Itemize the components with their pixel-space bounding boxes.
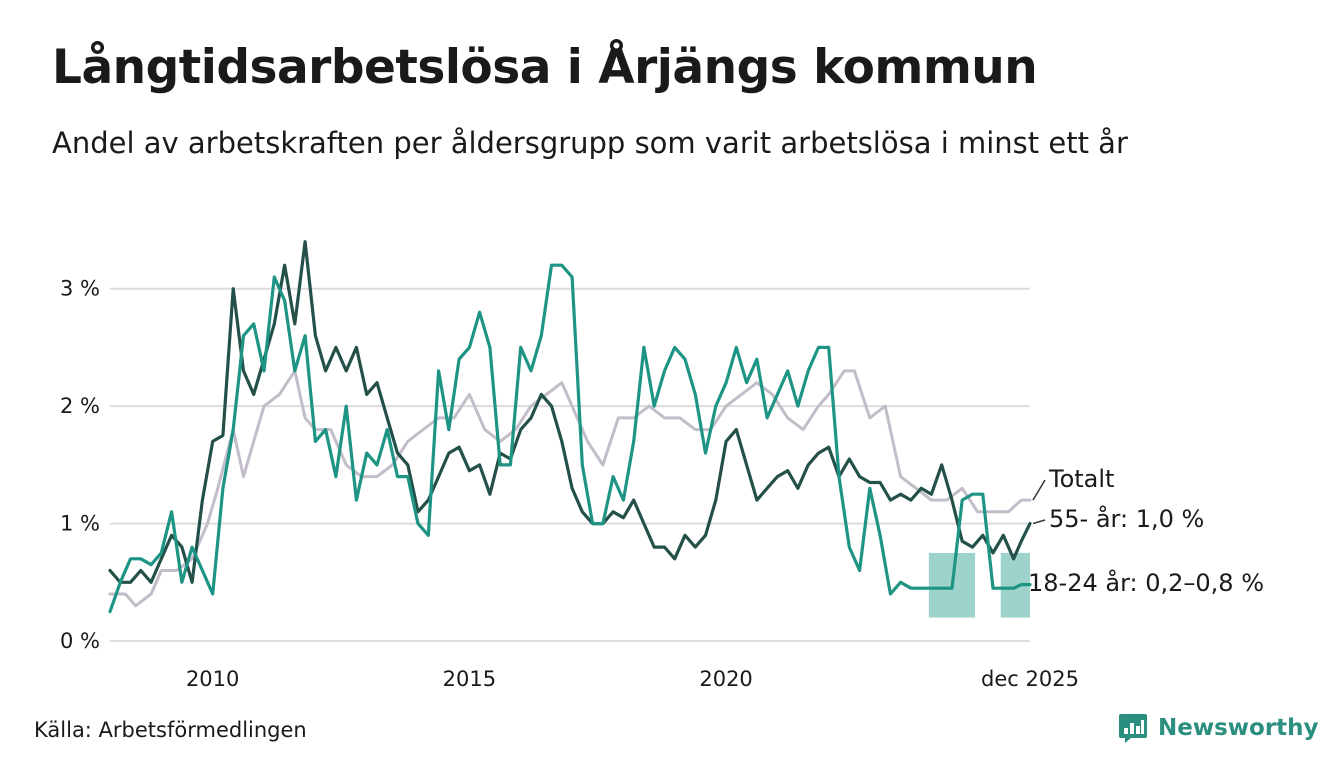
series-labels: Totalt 55- år: 1,0 % 18-24 år: 0,2–0,8 %: [1028, 465, 1264, 597]
y-tick-label: 1 %: [60, 512, 100, 536]
logo-text: Newsworthy: [1158, 715, 1319, 741]
label-leader-senior: [1032, 519, 1046, 525]
label-leader-total: [1032, 479, 1046, 501]
axis-labels: 0 % 1 % 2 % 3 % 2010 2015 2020 dec 2025: [60, 277, 1079, 691]
series-lines: [108, 240, 1032, 614]
y-tick-label: 2 %: [60, 394, 100, 418]
x-tick-label: 2020: [699, 667, 752, 691]
newsworthy-logo[interactable]: Newsworthy: [1118, 712, 1319, 744]
x-tick-label: dec 2025: [981, 667, 1079, 691]
y-tick-label: 3 %: [60, 277, 100, 301]
y-tick-label: 0 %: [60, 629, 100, 653]
chart-subtitle: Andel av arbetskraften per åldersgrupp s…: [52, 126, 1128, 160]
chart-title: Långtidsarbetslösa i Årjängs kommun: [52, 40, 1038, 95]
x-tick-label: 2015: [443, 667, 496, 691]
series-label-total: Totalt: [1048, 465, 1114, 493]
series-line-total: [108, 369, 1032, 608]
series-label-youth: 18-24 år: 0,2–0,8 %: [1028, 568, 1264, 597]
series-line-senior: [108, 240, 1032, 584]
line-chart: Totalt 55- år: 1,0 % 18-24 år: 0,2–0,8 % 0…: [60, 240, 1264, 691]
bar-chart-speech-bubble-icon: [1119, 714, 1147, 743]
series-line-youth: [108, 263, 1032, 614]
source-note: Källa: Arbetsförmedlingen: [34, 718, 307, 742]
series-label-senior: 55- år: 1,0 %: [1049, 504, 1204, 533]
x-tick-label: 2010: [186, 667, 239, 691]
uncertainty-bands: [928, 552, 1030, 618]
